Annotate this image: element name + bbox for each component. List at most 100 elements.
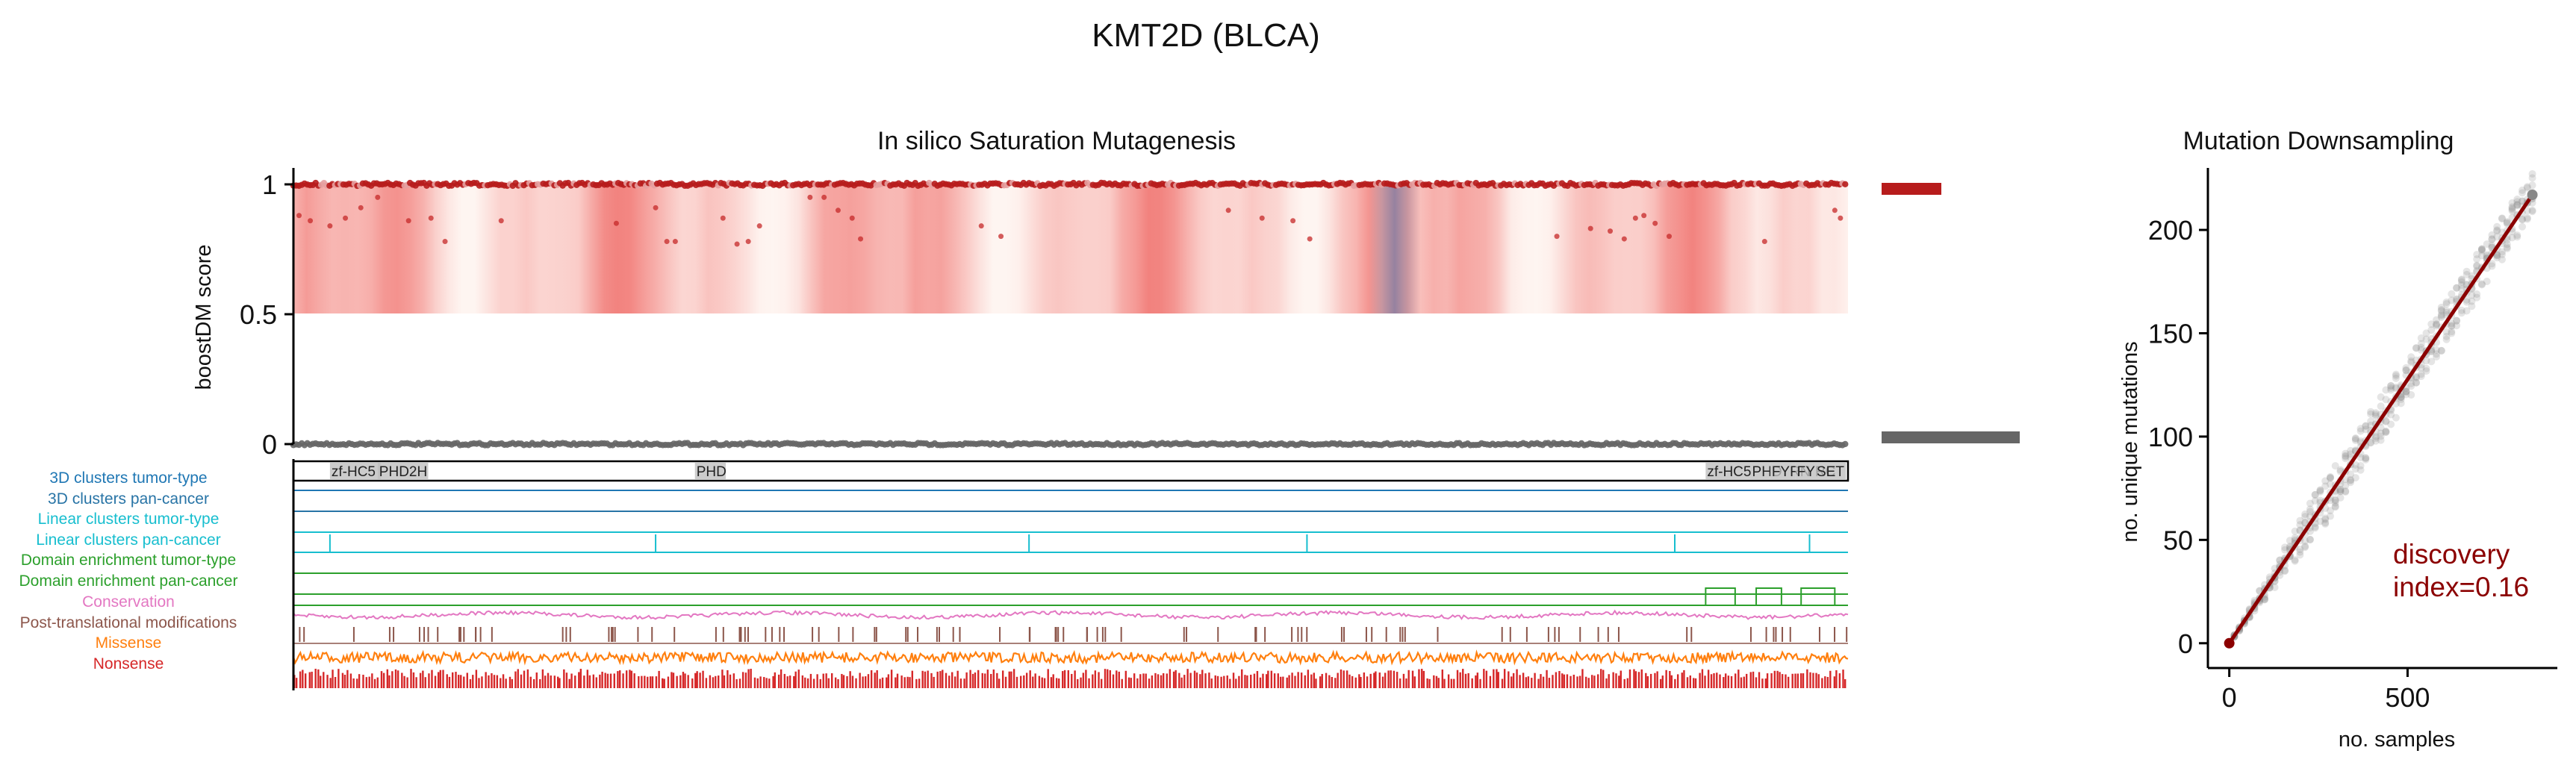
downsample-point [2412, 344, 2420, 352]
downsampling-marks [2224, 169, 2538, 649]
downsample-point [2371, 437, 2380, 445]
downsample-point [2523, 215, 2531, 223]
downsample-point [2321, 514, 2330, 522]
downsample-point [2473, 293, 2481, 302]
downsample-point [2306, 508, 2314, 516]
downsample-point [2508, 204, 2516, 212]
domain-block [1795, 463, 1816, 479]
track-label: Domain enrichment tumor-type [21, 552, 236, 569]
domain-enrichment-step [1800, 587, 1836, 605]
downsample-point [2412, 372, 2420, 381]
downsample-point [2503, 218, 2511, 226]
domain-block [377, 463, 429, 479]
downsample-point [2513, 198, 2521, 206]
legend-swatch-high [1882, 183, 1941, 195]
observed-mutation-dot [1632, 215, 1638, 221]
downsample-point [2281, 543, 2289, 552]
observed-mutation-dot [1761, 239, 1767, 245]
downsample-point [2362, 422, 2370, 430]
samples-axis-label: no. samples [2339, 728, 2455, 752]
domain-block [694, 463, 727, 479]
observed-mutation-dot [343, 215, 349, 221]
downsample-point [2281, 546, 2289, 554]
downsample-point [2508, 205, 2516, 213]
domain-block [1770, 463, 1796, 479]
observed-mutation-dot [1307, 236, 1313, 242]
downsample-point [2437, 306, 2445, 314]
downsample-point [2433, 350, 2441, 358]
boostdm-heatmap-band [293, 183, 1848, 313]
downsample-point [2433, 346, 2441, 354]
downsample-point [2513, 202, 2521, 210]
downsample-point [2417, 370, 2425, 378]
downsample-point [2286, 537, 2294, 545]
downsample-point [2519, 189, 2527, 197]
observed-mutation-dot [1259, 215, 1265, 221]
downsample-point [2493, 222, 2501, 231]
downsample-point [2347, 478, 2355, 487]
downsample-point [2417, 346, 2425, 354]
ds-y-tick-label: 50 [2163, 525, 2193, 555]
downsample-point [2493, 226, 2501, 234]
downsample-fit-line [2227, 193, 2534, 645]
downsample-point [2407, 358, 2415, 366]
observed-mutation-dot [442, 239, 448, 245]
downsample-point [2347, 470, 2355, 478]
downsample-point [2331, 503, 2339, 511]
ds-y-tick-label: 200 [2148, 215, 2193, 246]
downsample-point [2503, 219, 2511, 227]
downsample-point [2402, 390, 2410, 399]
missense-line [292, 649, 1849, 666]
domain-block [329, 463, 381, 479]
downsample-point [2477, 281, 2486, 289]
observed-mutation-dot [296, 213, 302, 219]
downsample-point [2326, 474, 2334, 482]
downsample-end-point [2527, 189, 2538, 200]
downsample-point [2342, 452, 2350, 460]
observed-mutation-dot [613, 220, 619, 226]
downsample-point [2473, 290, 2481, 299]
saturation-mutagenesis-panel: In silico Saturation Mutagenesis boostDM… [192, 127, 2020, 460]
downsample-point [2427, 320, 2436, 328]
observed-mutation-dot [1652, 220, 1658, 226]
downsample-point [2528, 206, 2536, 214]
downsample-point [2342, 449, 2350, 458]
downsample-point [2311, 522, 2319, 531]
observed-mutation-dot [720, 215, 726, 221]
downsample-point [2326, 480, 2334, 488]
downsample-point [2453, 322, 2461, 330]
downsample-point [2331, 499, 2339, 507]
downsample-point [2342, 481, 2350, 490]
discovery-index-line: discovery [2393, 539, 2510, 569]
downsample-point [2377, 424, 2385, 432]
downsample-point [2528, 174, 2536, 182]
downsample-point [2306, 505, 2314, 514]
downsample-point [2407, 391, 2415, 399]
downsample-point [2519, 215, 2527, 223]
downsample-point [2412, 344, 2420, 352]
track-label: Missense [96, 634, 162, 652]
downsample-point [2402, 387, 2410, 396]
track-label: Linear clusters tumor-type [38, 511, 220, 528]
domain-label: PHD [697, 464, 727, 480]
downsample-point [2488, 262, 2496, 270]
track-label: Linear clusters pan-cancer [36, 531, 220, 549]
downsample-point [2528, 199, 2536, 207]
downsample-point [2519, 197, 2527, 205]
downsample-point [2377, 402, 2385, 411]
downsample-point [2448, 290, 2456, 298]
downsample-point [2321, 519, 2330, 527]
downsample-point [2493, 251, 2501, 259]
downsample-point [2417, 343, 2425, 352]
downsample-point [2477, 280, 2486, 288]
downsample-point [2301, 519, 2309, 527]
downsample-point [2296, 551, 2304, 559]
downsample-point [2342, 488, 2350, 496]
downsample-point [2367, 421, 2375, 429]
downsample-point [2301, 543, 2309, 552]
domain-enrichment-step [1705, 587, 1736, 605]
downsample-point [2433, 320, 2441, 328]
track-label: 3D clusters tumor-type [49, 469, 207, 487]
downsample-point [2519, 222, 2527, 231]
